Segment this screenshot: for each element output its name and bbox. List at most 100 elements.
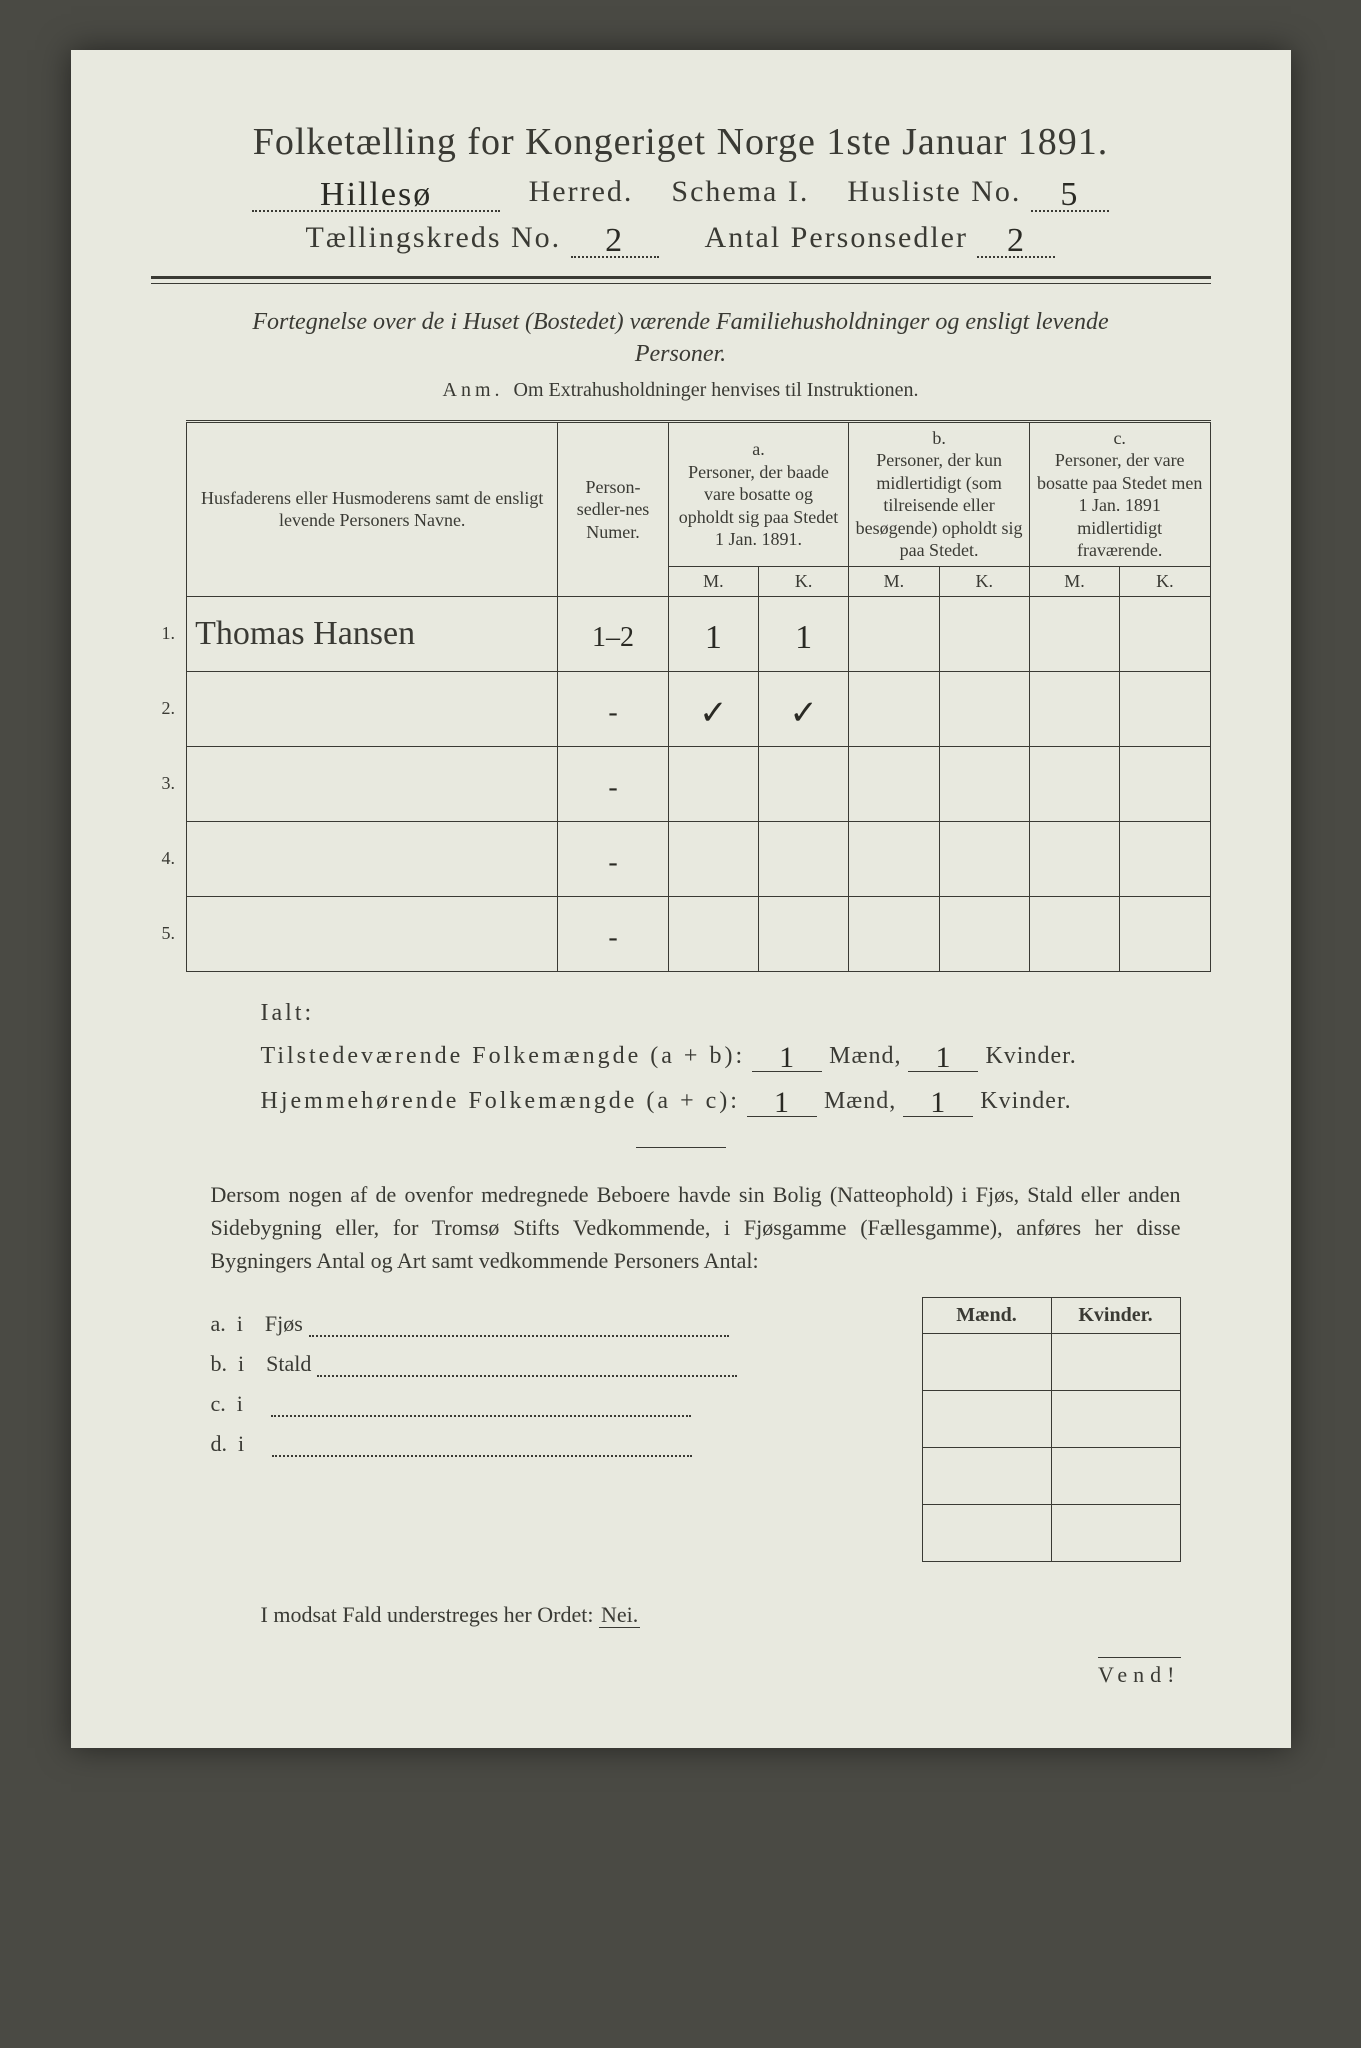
sb-leader [309, 1313, 729, 1337]
sidebygning-line: c. i [211, 1391, 902, 1417]
name-cell: Thomas Hansen [187, 596, 558, 671]
antal-label: Antal Personsedler [705, 221, 968, 254]
b-k-cell [939, 896, 1029, 971]
kreds-label: Tællingskreds No. [306, 221, 562, 254]
kreds-field: 2 [571, 218, 659, 258]
num-cell: - [558, 746, 668, 821]
a-m-cell: 1 [668, 596, 758, 671]
b-m-cell [849, 596, 939, 671]
num-cell: - [558, 896, 668, 971]
tilstede-k-slot: 1 [908, 1037, 978, 1072]
kvinder-label-2: Kvinder. [980, 1088, 1071, 1114]
a-m-cell [668, 746, 758, 821]
antal-value: 2 [1007, 222, 1026, 260]
sidebygning-paragraph: Dersom nogen af de ovenfor medregnede Be… [211, 1178, 1181, 1277]
sb-key: d. [211, 1431, 228, 1456]
col-a-m: M. [668, 566, 758, 596]
c-m-cell [1029, 746, 1119, 821]
sidebygning-table: Mænd. Kvinder. [922, 1297, 1181, 1562]
a-k-cell [758, 821, 848, 896]
herred-value: Hillesø [320, 176, 432, 214]
census-table: Husfaderens eller Husmoderens samt de en… [151, 420, 1211, 972]
separator [636, 1147, 726, 1148]
sb-key: b. [211, 1351, 228, 1376]
sb-i: i [238, 1351, 244, 1376]
col-b-k: K. [939, 566, 1029, 596]
nei-word: Nei. [599, 1602, 640, 1628]
sb-maend-header: Mænd. [922, 1297, 1051, 1333]
c-m-cell [1029, 596, 1119, 671]
c-m-cell [1029, 896, 1119, 971]
anm-lead: Anm. [443, 379, 504, 401]
col-b-m: M. [849, 566, 939, 596]
sidebygning-line: d. i [211, 1431, 902, 1457]
c-k-cell [1120, 671, 1210, 746]
num-cell: 1–2 [558, 596, 668, 671]
a-m-cell [668, 821, 758, 896]
sb-label: Stald [266, 1351, 311, 1376]
col-c-k: K. [1120, 566, 1210, 596]
row-number: 4. [151, 821, 187, 896]
husliste-label: Husliste No. [847, 175, 1021, 208]
sb-leader [272, 1433, 692, 1457]
num-cell: - [558, 821, 668, 896]
sb-label: Fjøs [265, 1311, 303, 1336]
census-form-page: Folketælling for Kongeriget Norge 1ste J… [71, 50, 1291, 1748]
herred-label: Herred. [529, 175, 634, 208]
husliste-field: 5 [1031, 172, 1109, 212]
row-number: 1. [151, 596, 187, 671]
table-row: 1.Thomas Hansen1–211 [151, 596, 1211, 671]
hjemme-m-slot: 1 [747, 1082, 817, 1117]
a-k-cell: ✓ [758, 671, 848, 746]
sb-i: i [238, 1431, 244, 1456]
sidebygning-line: a. i Fjøs [211, 1311, 902, 1337]
c-m-cell [1029, 671, 1119, 746]
b-m-cell [849, 896, 939, 971]
kreds-value: 2 [605, 222, 624, 260]
sidebygning-block: a. i Fjøs b. i Stald c. i d. i Mænd. Kvind… [211, 1297, 1181, 1562]
name-cell [187, 896, 558, 971]
a-k-cell: 1 [758, 596, 848, 671]
b-k-cell [939, 596, 1029, 671]
b-k-cell [939, 821, 1029, 896]
herred-field: Hillesø [252, 172, 500, 212]
sb-row-b [922, 1390, 1180, 1447]
sb-key: a. [211, 1311, 226, 1336]
c-k-cell [1120, 746, 1210, 821]
c-k-cell [1120, 596, 1210, 671]
anm-text: Om Extrahusholdninger henvises til Instr… [514, 379, 919, 401]
sidebygning-list: a. i Fjøs b. i Stald c. i d. i [211, 1297, 902, 1562]
table-row: 3.- [151, 746, 1211, 821]
c-k-cell [1120, 896, 1210, 971]
maend-label-2: Mænd, [824, 1088, 896, 1114]
nei-pre: I modsat Fald understreges her Ordet: [261, 1602, 594, 1627]
sb-leader [271, 1393, 691, 1417]
num-cell: - [558, 671, 668, 746]
a-m-cell: ✓ [668, 671, 758, 746]
hjemme-row: Hjemmehørende Folkemængde (a + c): 1 Mæn… [261, 1082, 1211, 1117]
ialt-label: Ialt: [261, 1000, 1211, 1027]
sidebygning-line: b. i Stald [211, 1351, 902, 1377]
col-c-header: c. Personer, der vare bosatte paa Stedet… [1029, 421, 1210, 566]
name-cell [187, 821, 558, 896]
a-m-cell [668, 896, 758, 971]
anm-line: Anm. Om Extrahusholdninger henvises til … [151, 379, 1211, 402]
tilstede-m-slot: 1 [752, 1037, 822, 1072]
col-c-m: M. [1029, 566, 1119, 596]
sb-leader [317, 1353, 737, 1377]
a-k-cell [758, 896, 848, 971]
b-m-cell [849, 746, 939, 821]
kvinder-label-1: Kvinder. [985, 1043, 1076, 1069]
vend-label: Vend! [1098, 1657, 1181, 1688]
a-k-cell [758, 746, 848, 821]
hjemme-label: Hjemmehørende Folkemængde (a + c): [261, 1088, 740, 1114]
c-m-cell [1029, 821, 1119, 896]
table-row: 4. - [151, 821, 1211, 896]
b-k-cell [939, 671, 1029, 746]
b-k-cell [939, 746, 1029, 821]
sb-kvinder-header: Kvinder. [1051, 1297, 1180, 1333]
name-cell [187, 671, 558, 746]
header-line-3: Tællingskreds No. 2 Antal Personsedler 2 [151, 218, 1211, 258]
sb-row-d [922, 1504, 1180, 1561]
rule-double [151, 276, 1211, 284]
